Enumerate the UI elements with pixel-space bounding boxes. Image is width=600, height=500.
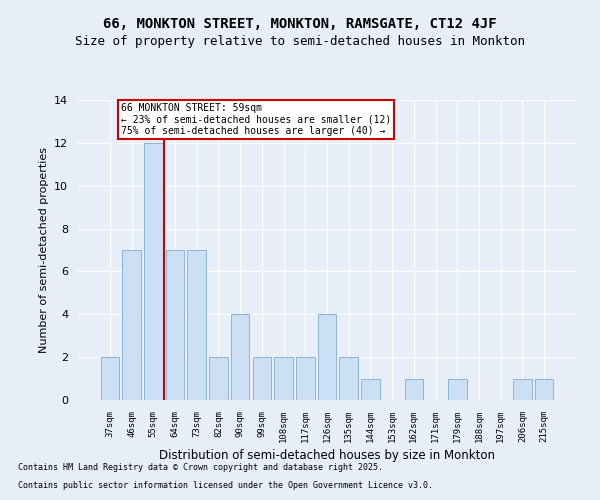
Bar	[122, 250, 141, 400]
Text: Contains public sector information licensed under the Open Government Licence v3: Contains public sector information licen…	[18, 481, 433, 490]
Bar	[318, 314, 336, 400]
Text: Size of property relative to semi-detached houses in Monkton: Size of property relative to semi-detach…	[75, 35, 525, 48]
Bar	[340, 357, 358, 400]
Bar	[209, 357, 227, 400]
Bar	[361, 378, 380, 400]
Bar	[274, 357, 293, 400]
Bar	[166, 250, 184, 400]
Text: Contains HM Land Registry data © Crown copyright and database right 2025.: Contains HM Land Registry data © Crown c…	[18, 464, 383, 472]
Bar	[231, 314, 250, 400]
Bar	[296, 357, 314, 400]
Bar	[187, 250, 206, 400]
Bar	[513, 378, 532, 400]
Text: 66, MONKTON STREET, MONKTON, RAMSGATE, CT12 4JF: 66, MONKTON STREET, MONKTON, RAMSGATE, C…	[103, 18, 497, 32]
Y-axis label: Number of semi-detached properties: Number of semi-detached properties	[38, 147, 49, 353]
Bar	[535, 378, 553, 400]
X-axis label: Distribution of semi-detached houses by size in Monkton: Distribution of semi-detached houses by …	[159, 449, 495, 462]
Bar	[101, 357, 119, 400]
Bar	[144, 143, 163, 400]
Text: 66 MONKTON STREET: 59sqm
← 23% of semi-detached houses are smaller (12)
75% of s: 66 MONKTON STREET: 59sqm ← 23% of semi-d…	[121, 103, 391, 136]
Bar	[448, 378, 467, 400]
Bar	[404, 378, 423, 400]
Bar	[253, 357, 271, 400]
